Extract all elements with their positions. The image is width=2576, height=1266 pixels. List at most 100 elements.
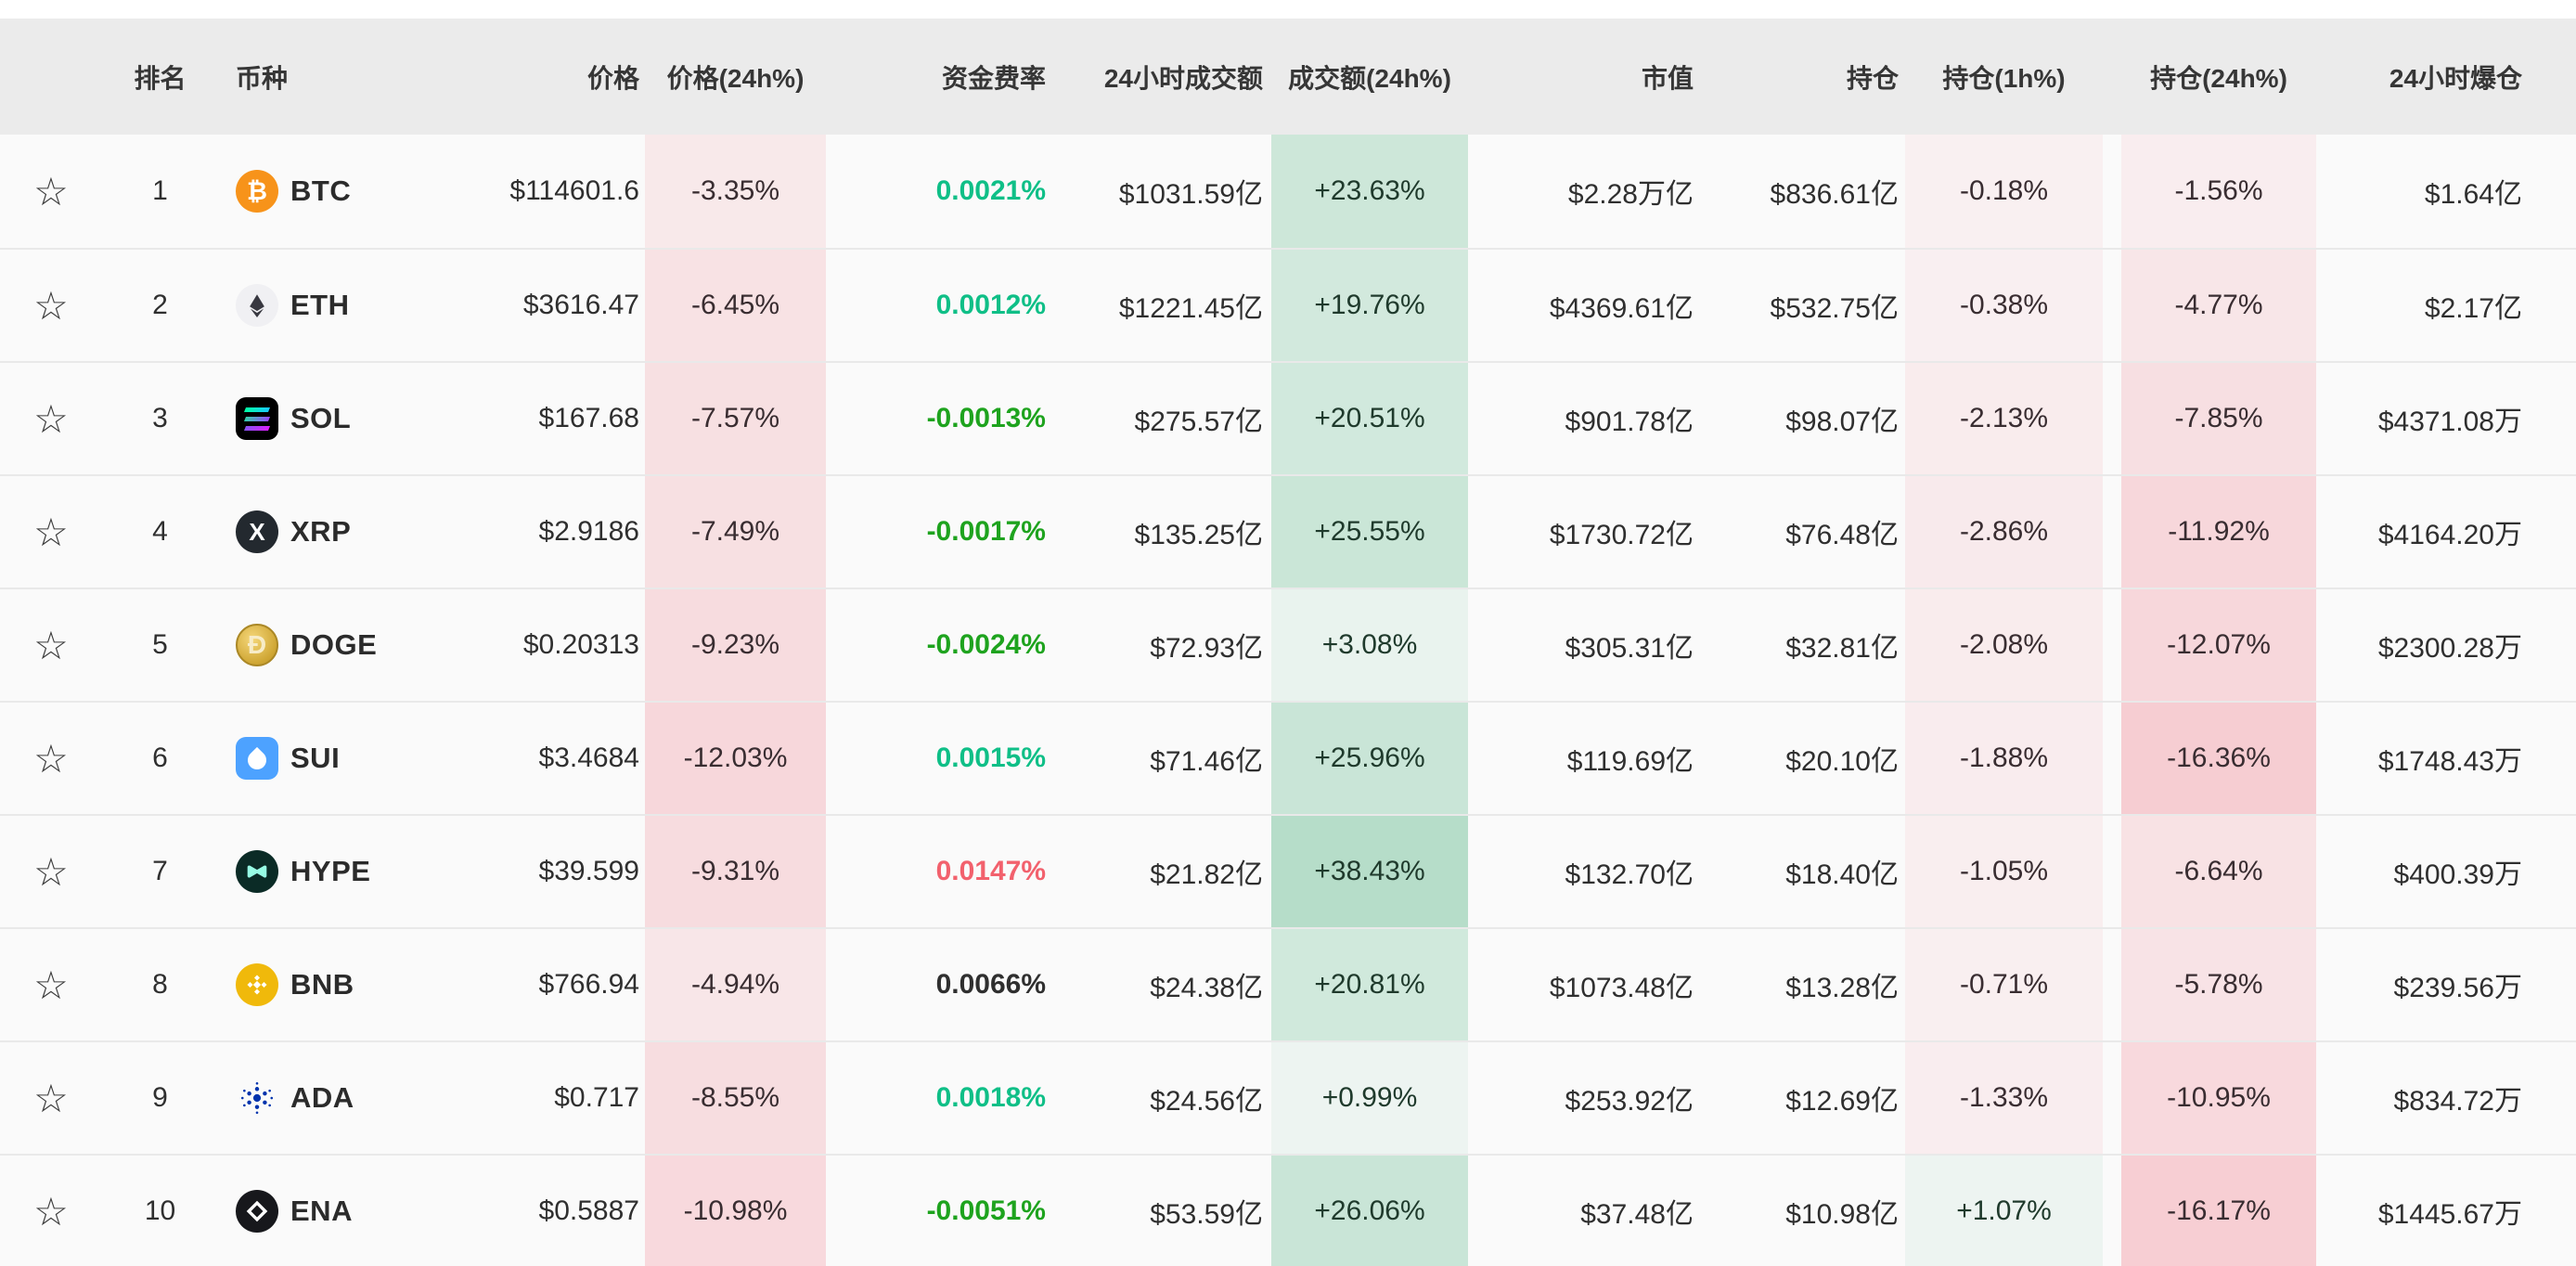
favorite-star-icon[interactable]: ☆ [33, 396, 69, 441]
col-header-volume-chg[interactable]: 成交额(24h%) [1288, 63, 1451, 93]
col-header-oi-1h[interactable]: 持仓(1h%) [1942, 63, 2066, 93]
ena-coin-icon [236, 1190, 278, 1233]
table-row-ada[interactable]: ☆ 9 ADA $0.717 -8.55% 0.0018% $24.56亿 +0.99% $25… [0, 1040, 2576, 1154]
liquidation-24h-cell: $1445.67万 [2377, 1199, 2522, 1230]
oi-change-24h-cell: -12.07% [2121, 589, 2316, 701]
price-cell: $39.599 [538, 856, 639, 886]
coin-symbol: ADA [290, 1081, 354, 1114]
table-row-hype[interactable]: ☆ 7 HYPE $39.599 -9.31% 0.0147% $21.82亿 +38.43%… [0, 814, 2576, 927]
col-header-funding-rate[interactable]: 资金费率 [941, 63, 1046, 93]
favorite-star-icon[interactable]: ☆ [33, 962, 69, 1007]
bnb-coin-icon [236, 963, 278, 1006]
oi-change-1h-cell: -2.13% [1905, 363, 2103, 474]
favorite-star-icon[interactable]: ☆ [33, 736, 69, 781]
table-row-sui[interactable]: ☆ 6 SUI $3.4684 -12.03% 0.0015% $71.46亿 +25.96%… [0, 701, 2576, 814]
funding-rate-cell: -0.0013% [926, 403, 1046, 433]
col-header-oi-24h[interactable]: 持仓(24h%) [2150, 63, 2287, 93]
volume-24h-cell: $275.57亿 [1134, 407, 1263, 437]
liquidation-24h-cell: $400.39万 [2393, 859, 2522, 890]
favorite-star-icon[interactable]: ☆ [33, 283, 69, 328]
col-header-price-24h[interactable]: 价格(24h%) [666, 63, 805, 93]
xrp-coin-icon: X [236, 510, 278, 553]
price-cell: $114601.6 [509, 175, 639, 206]
price-change-24h-cell: -4.94% [645, 929, 826, 1040]
volume-change-24h-cell: +26.06% [1271, 1156, 1468, 1266]
funding-rate-cell: 0.0066% [935, 969, 1046, 1000]
rank-cell: 2 [152, 290, 168, 320]
table-row-bnb[interactable]: ☆ 8 BNB $766.94 -4.94% 0.0066% $24.38亿 +20.81% $… [0, 927, 2576, 1040]
rank-cell: 1 [152, 175, 168, 206]
price-change-24h-cell: -3.35% [645, 135, 826, 248]
header-star-spacer [0, 19, 102, 135]
liquidation-24h-cell: $4164.20万 [2377, 520, 2522, 550]
rank-cell: 10 [144, 1195, 176, 1226]
market-cap-cell: $119.69亿 [1566, 746, 1694, 777]
col-header-liquidation-24h[interactable]: 24小时爆仓 [2389, 63, 2522, 93]
price-change-24h-cell: -12.03% [645, 703, 826, 814]
col-header-price[interactable]: 价格 [586, 63, 639, 93]
oi-change-1h-cell: -1.05% [1905, 816, 2103, 927]
funding-rate-cell: -0.0024% [926, 629, 1046, 660]
band-gap [2103, 1042, 2121, 1154]
ada-coin-icon [236, 1077, 278, 1119]
table-row-xrp[interactable]: ☆ 4 X XRP $2.9186 -7.49% -0.0017% $135.25亿 +25.5… [0, 474, 2576, 588]
oi-change-1h-cell: -0.18% [1905, 135, 2103, 248]
eth-coin-icon [236, 284, 278, 327]
favorite-star-icon[interactable]: ☆ [33, 849, 69, 894]
col-header-open-interest[interactable]: 持仓 [1846, 63, 1899, 93]
oi-change-24h-cell: -4.77% [2121, 250, 2316, 361]
rank-cell: 7 [152, 856, 168, 886]
funding-rate-cell: 0.0147% [935, 856, 1046, 886]
open-interest-cell: $18.40亿 [1785, 859, 1899, 890]
table-row-btc[interactable]: ☆ 1 ₿ BTC $114601.6 -3.35% 0.0021% $1031.59亿 +23… [0, 135, 2576, 248]
volume-change-24h-cell: +0.99% [1271, 1042, 1468, 1154]
table-row-doge[interactable]: ☆ 5 Ð DOGE $0.20313 -9.23% -0.0024% $72.93亿 +3.0… [0, 588, 2576, 701]
oi-change-1h-cell: -1.33% [1905, 1042, 2103, 1154]
favorite-star-icon[interactable]: ☆ [33, 1189, 69, 1234]
open-interest-cell: $532.75亿 [1770, 293, 1899, 324]
col-header-market-cap[interactable]: 市值 [1641, 63, 1694, 93]
open-interest-cell: $76.48亿 [1785, 520, 1899, 550]
volume-change-24h-cell: +25.96% [1271, 703, 1468, 814]
market-cap-cell: $1073.48亿 [1549, 973, 1694, 1003]
oi-change-24h-cell: -10.95% [2121, 1042, 2316, 1154]
col-header-volume-24h[interactable]: 24小时成交额 [1103, 63, 1263, 93]
open-interest-cell: $32.81亿 [1785, 633, 1899, 664]
oi-change-1h-cell: -2.86% [1905, 476, 2103, 588]
table-row-eth[interactable]: ☆ 2 ETH $3616.47 -6.45% 0.0012% $1221.45亿 +19.7… [0, 248, 2576, 361]
open-interest-cell: $13.28亿 [1785, 973, 1899, 1003]
rank-cell: 3 [152, 403, 168, 433]
oi-change-24h-cell: -16.36% [2121, 703, 2316, 814]
band-gap [2103, 363, 2121, 474]
price-change-24h-cell: -7.49% [645, 476, 826, 588]
table-header-row: 排名 币种 价格 价格(24h%) 资金费率 24小时成交额 成交额(24h%)… [0, 19, 2576, 135]
header-band-gap [2103, 19, 2121, 135]
price-cell: $766.94 [538, 969, 639, 1000]
favorite-star-icon[interactable]: ☆ [33, 169, 69, 213]
open-interest-cell: $836.61亿 [1770, 179, 1899, 210]
oi-change-1h-cell: -0.38% [1905, 250, 2103, 361]
band-gap [2103, 929, 2121, 1040]
table-row-ena[interactable]: ☆ 10 ENA $0.5887 -10.98% -0.0051% $53.59亿 +26.0… [0, 1154, 2576, 1266]
open-interest-cell: $10.98亿 [1785, 1199, 1899, 1230]
sol-coin-icon [236, 397, 278, 440]
oi-change-1h-cell: +1.07% [1905, 1156, 2103, 1266]
price-cell: $3616.47 [522, 290, 639, 320]
band-gap [2103, 135, 2121, 248]
favorite-star-icon[interactable]: ☆ [33, 510, 69, 554]
liquidation-24h-cell: $834.72万 [2393, 1086, 2522, 1117]
favorite-star-icon[interactable]: ☆ [33, 623, 69, 667]
col-header-coin[interactable]: 币种 [236, 63, 289, 93]
band-gap [2103, 250, 2121, 361]
favorite-star-icon[interactable]: ☆ [33, 1076, 69, 1120]
volume-24h-cell: $24.38亿 [1150, 973, 1263, 1003]
funding-rate-cell: 0.0012% [935, 290, 1046, 320]
table-row-sol[interactable]: ☆ 3 SOL $167.68 -7.57% -0.0013% $275.57亿 +20.51… [0, 361, 2576, 474]
col-header-rank[interactable]: 排名 [134, 63, 187, 93]
coin-cell: X XRP [218, 476, 436, 588]
volume-24h-cell: $135.25亿 [1134, 520, 1263, 550]
rank-cell: 6 [152, 743, 168, 773]
oi-change-1h-cell: -2.08% [1905, 589, 2103, 701]
oi-change-24h-cell: -6.64% [2121, 816, 2316, 927]
rank-cell: 8 [152, 969, 168, 1000]
